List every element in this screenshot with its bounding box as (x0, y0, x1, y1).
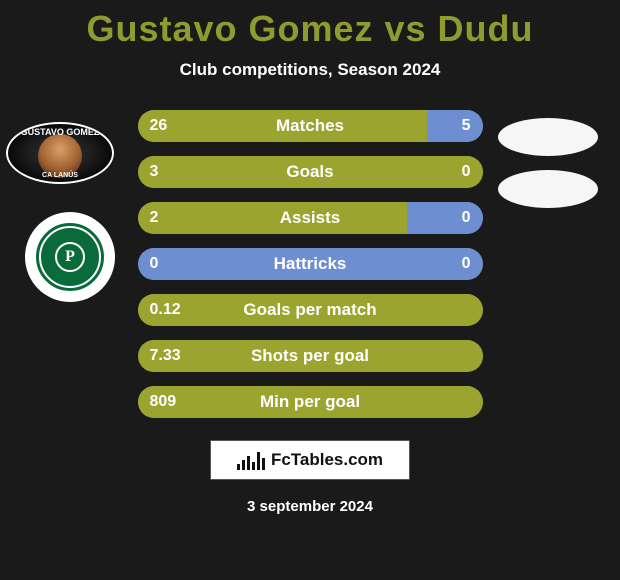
stat-row: Min per goal809 (0, 386, 620, 418)
bar-right-fill (138, 248, 483, 280)
stat-row: Hattricks00 (0, 248, 620, 280)
bar-track: Hattricks00 (138, 248, 483, 280)
bar-left-fill (138, 110, 427, 142)
subtitle: Club competitions, Season 2024 (0, 60, 620, 80)
bar-left-fill (138, 386, 483, 418)
bar-track: Goals per match0.12 (138, 294, 483, 326)
bar-left-fill (138, 294, 483, 326)
bar-right-fill (427, 110, 483, 142)
bar-right-fill (407, 202, 483, 234)
stat-row: Assists20 (0, 202, 620, 234)
bar-track: Min per goal809 (138, 386, 483, 418)
bar-track: Matches265 (138, 110, 483, 142)
brand-logo[interactable]: FcTables.com (210, 440, 410, 480)
stat-row: Shots per goal7.33 (0, 340, 620, 372)
footer-date: 3 september 2024 (0, 498, 620, 515)
page-title: Gustavo Gomez vs Dudu (0, 0, 620, 50)
bar-track: Assists20 (138, 202, 483, 234)
player-right-placeholder (498, 118, 598, 156)
stat-row: Goals per match0.12 (0, 294, 620, 326)
bar-track: Goals30 (138, 156, 483, 188)
bar-left-fill (138, 202, 407, 234)
bar-left-fill (138, 340, 483, 372)
bar-chart-icon (237, 450, 265, 470)
bar-left-fill (138, 156, 483, 188)
comparison-rows: Matches265 Goals30 Assists20 Hattricks00 Goa… (0, 110, 620, 418)
player-right-placeholder (498, 170, 598, 208)
brand-text: FcTables.com (271, 450, 383, 470)
bar-track: Shots per goal7.33 (138, 340, 483, 372)
